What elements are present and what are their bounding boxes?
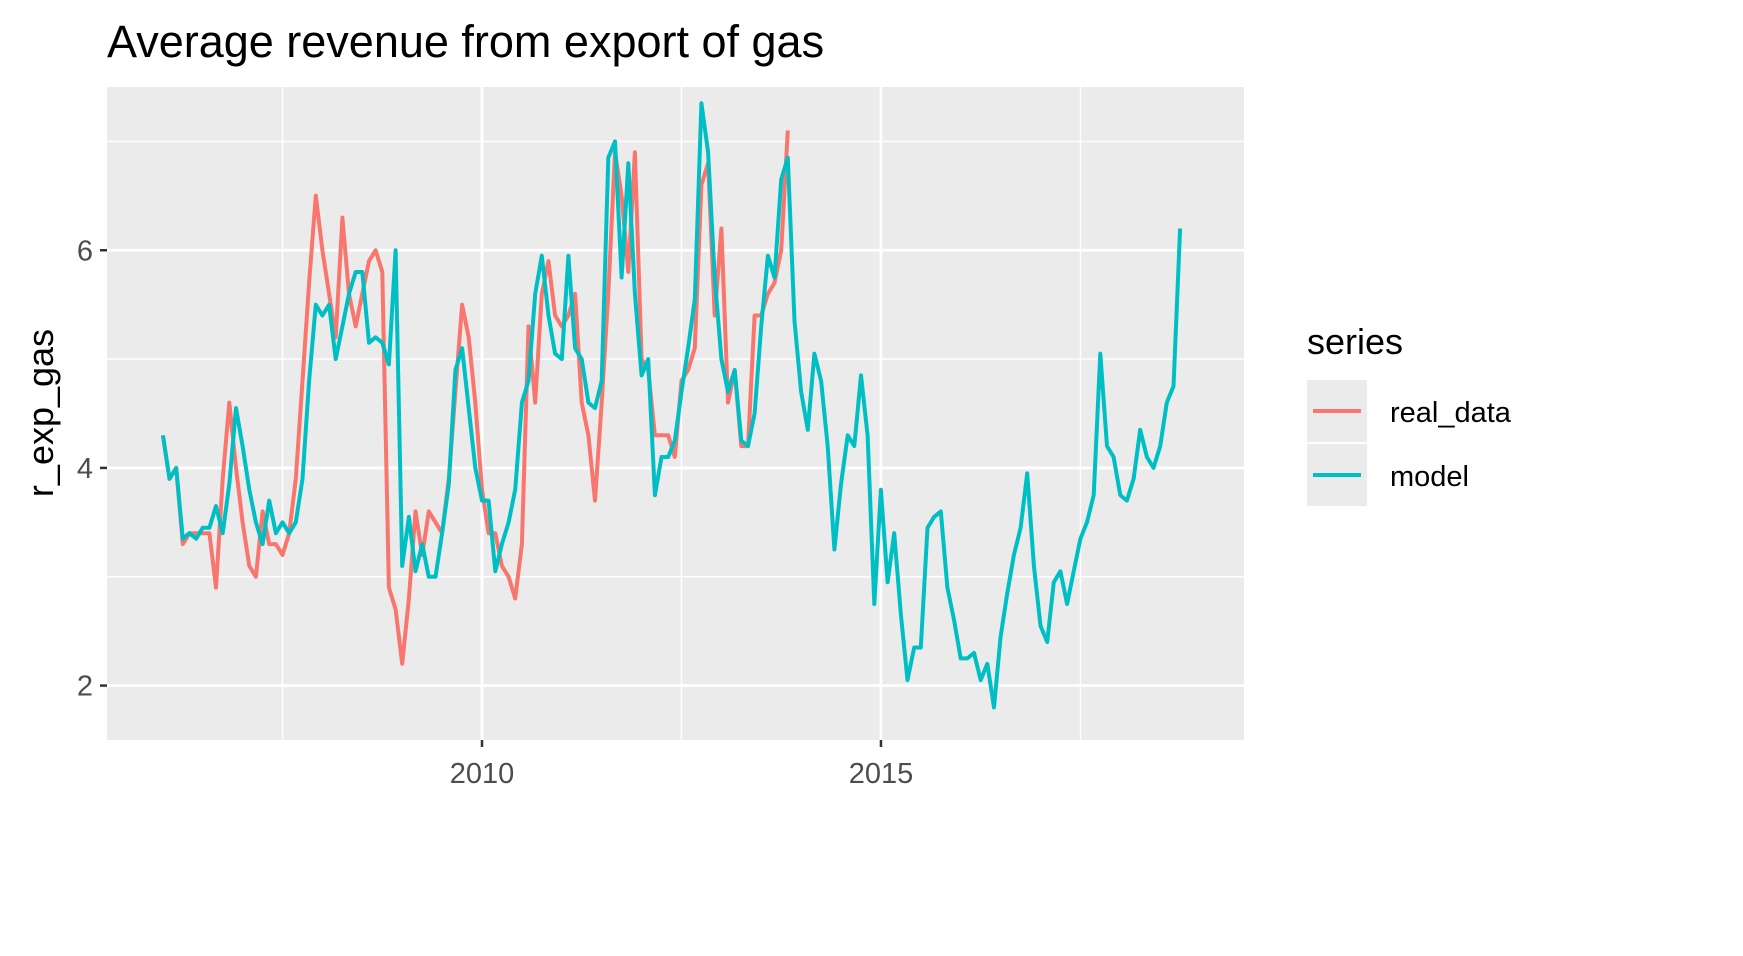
x-tick-label: 2015: [849, 758, 914, 790]
series-lines: [160, 101, 1183, 710]
y-tick-label: 4: [77, 453, 93, 485]
series-line-model: [160, 101, 1183, 710]
y-axis-title: r_exp_gas: [20, 329, 61, 497]
legend-label-model: model: [1390, 461, 1469, 493]
y-tick-label: 6: [77, 235, 93, 267]
legend-title: series: [1307, 321, 1403, 362]
legend-label-real-data: real_data: [1390, 397, 1512, 429]
y-tick-label: 2: [77, 671, 93, 703]
axis-ticks: 2 4 6 2010 2015: [77, 235, 913, 790]
chart-title: Average revenue from export of gas: [107, 16, 824, 67]
x-tick-label: 2010: [450, 758, 515, 790]
plot-panel: [107, 87, 1244, 740]
grid-minor: [107, 87, 1244, 740]
grid-major: [107, 87, 1244, 740]
legend: series real_data model: [1307, 321, 1512, 506]
